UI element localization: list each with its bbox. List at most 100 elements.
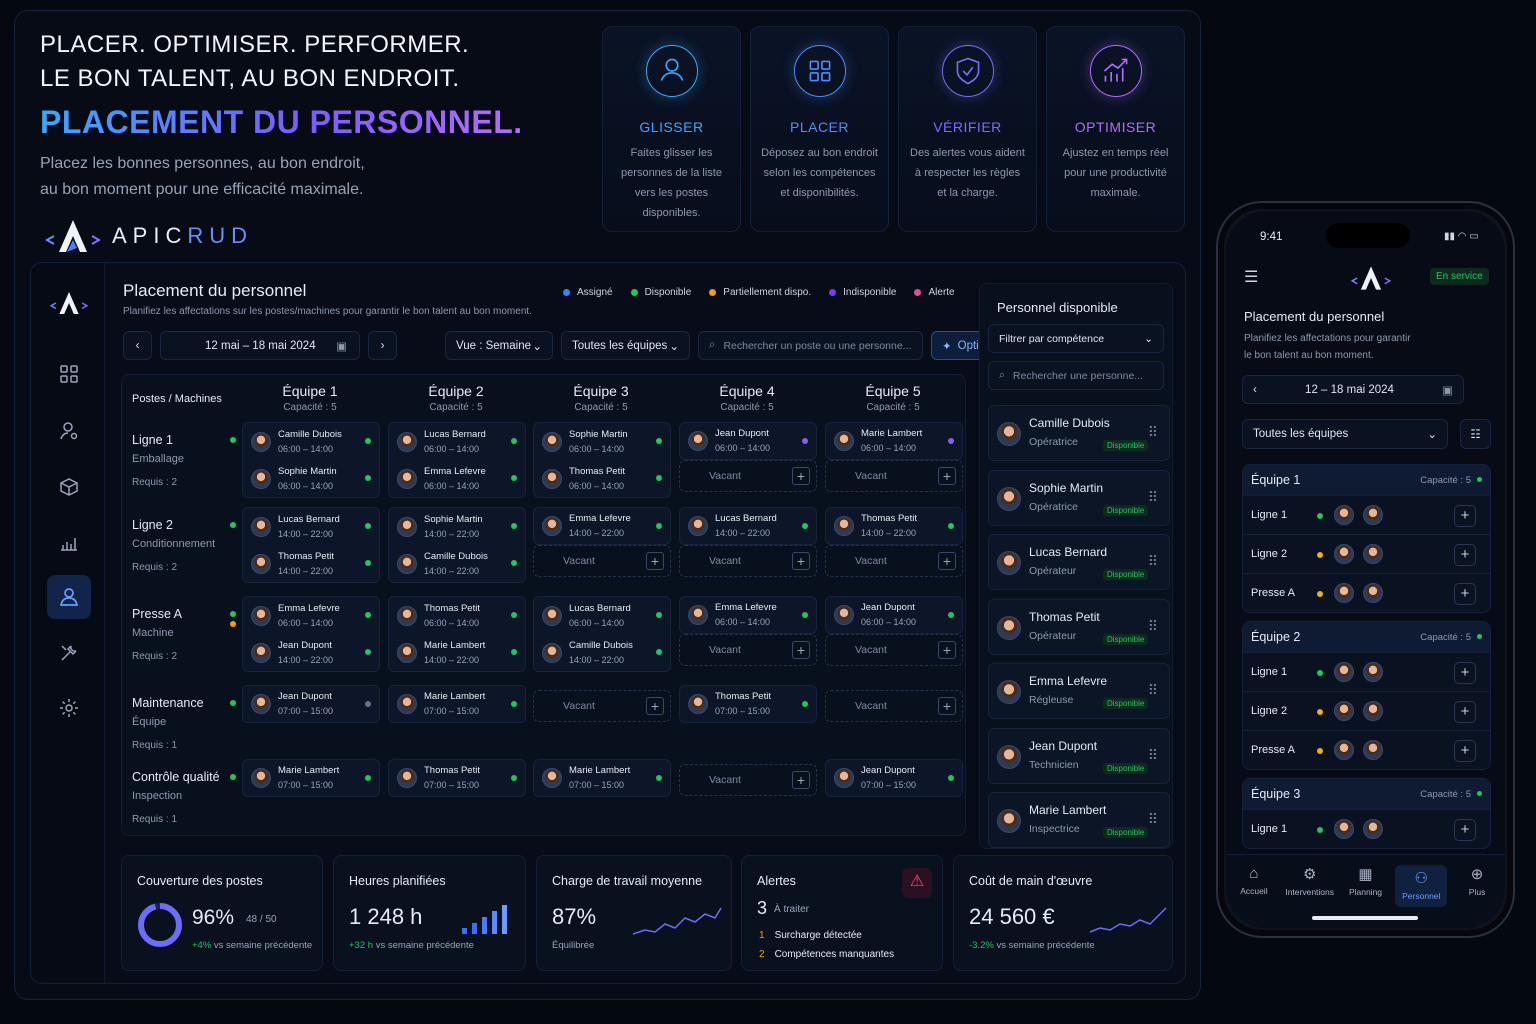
assignment-cell[interactable]: Thomas Petit 07:00 – 15:00: [679, 685, 817, 723]
assignment-cell[interactable]: Camille Dubois 06:00 – 14:00 Sophie Martin…: [242, 422, 380, 498]
assigned-person[interactable]: Jean Dupont 07:00 – 15:00: [826, 760, 962, 796]
assigned-person[interactable]: Emma Lefevre 14:00 – 22:00: [534, 508, 670, 544]
assignment-cell[interactable]: Marie Lambert 07:00 – 15:00: [242, 759, 380, 797]
assignment-cell[interactable]: Sophie Martin 14:00 – 22:00 Camille Dubois…: [388, 507, 526, 583]
add-person-button[interactable]: +: [792, 467, 810, 485]
assignment-cell[interactable]: Lucas Bernard 06:00 – 14:00 Camille Dubois…: [533, 596, 671, 672]
vacant-slot[interactable]: Vacant +: [679, 634, 817, 666]
assigned-person[interactable]: Sophie Martin 06:00 – 14:00: [243, 460, 379, 497]
box-icon[interactable]: [47, 465, 91, 509]
assigned-person[interactable]: Thomas Petit 14:00 – 22:00: [243, 545, 379, 582]
assigned-person[interactable]: Marie Lambert 07:00 – 15:00: [389, 686, 525, 722]
assignment-cell[interactable]: Sophie Martin 06:00 – 14:00 Thomas Petit 06…: [533, 422, 671, 498]
drag-handle-icon[interactable]: ⠿: [1147, 682, 1158, 698]
add-person-button[interactable]: +: [938, 641, 956, 659]
add-person-button[interactable]: +: [792, 641, 810, 659]
warning-icon[interactable]: ⚠: [902, 868, 932, 898]
vacant-slot[interactable]: Vacant +: [533, 690, 671, 722]
available-person-card[interactable]: Thomas Petit Opérateur Disponible ⠿: [988, 598, 1170, 655]
add-person-button[interactable]: +: [792, 771, 810, 789]
assignment-cell[interactable]: Marie Lambert 06:00 – 14:00: [825, 422, 963, 460]
assigned-person[interactable]: Thomas Petit 06:00 – 14:00: [534, 460, 670, 497]
available-person-card[interactable]: Marie Lambert Inspectrice Disponible ⠿: [988, 792, 1170, 848]
assigned-person[interactable]: Thomas Petit 07:00 – 15:00: [680, 686, 816, 722]
assignment-cell[interactable]: Jean Dupont 06:00 – 14:00: [679, 422, 817, 460]
drag-handle-icon[interactable]: ⠿: [1147, 488, 1158, 505]
alert-item[interactable]: 1 Surcharge détectée: [759, 926, 894, 945]
add-person-button[interactable]: +: [938, 697, 956, 715]
app-logo-icon[interactable]: [47, 281, 91, 325]
nav-tab-interventions[interactable]: ⚙ Interventions: [1284, 865, 1336, 928]
assignment-cell[interactable]: Jean Dupont 06:00 – 14:00: [825, 596, 963, 634]
vacant-slot[interactable]: Vacant +: [679, 545, 817, 577]
personnel-icon[interactable]: [47, 575, 91, 619]
assignment-cell[interactable]: Emma Lefevre 14:00 – 22:00: [533, 507, 671, 545]
add-person-button[interactable]: +: [792, 552, 810, 570]
vacant-slot[interactable]: Vacant +: [825, 545, 963, 577]
add-person-button[interactable]: +: [646, 697, 664, 715]
add-person-button[interactable]: +: [1454, 583, 1476, 605]
assignment-cell[interactable]: Emma Lefevre 06:00 – 14:00: [679, 596, 817, 634]
nav-tab-home[interactable]: ⌂ Accueil: [1228, 865, 1280, 928]
assigned-person[interactable]: Marie Lambert 06:00 – 14:00: [826, 423, 962, 459]
assignment-cell[interactable]: Jean Dupont 07:00 – 15:00: [242, 685, 380, 723]
vacant-slot[interactable]: Vacant +: [679, 460, 817, 492]
assignment-cell[interactable]: Thomas Petit 06:00 – 14:00 Marie Lambert 14…: [388, 596, 526, 672]
add-person-button[interactable]: +: [938, 467, 956, 485]
menu-icon[interactable]: ☰: [1244, 269, 1259, 286]
skill-filter-select[interactable]: Filtrer par compétence ⌄: [988, 324, 1164, 353]
prev-week-button[interactable]: ‹: [123, 331, 152, 360]
add-person-button[interactable]: +: [1454, 740, 1476, 762]
vacant-slot[interactable]: Vacant +: [825, 460, 963, 492]
assigned-person[interactable]: Marie Lambert 07:00 – 15:00: [243, 760, 379, 796]
assigned-person[interactable]: Jean Dupont 06:00 – 14:00: [826, 597, 962, 633]
assignment-cell[interactable]: Lucas Bernard 14:00 – 22:00 Thomas Petit 14…: [242, 507, 380, 583]
vacant-slot[interactable]: Vacant +: [825, 690, 963, 722]
assigned-person[interactable]: Camille Dubois 06:00 – 14:00: [243, 423, 379, 460]
nav-tab-personnel[interactable]: ⚇ Personnel: [1395, 865, 1448, 907]
assigned-person[interactable]: Thomas Petit 14:00 – 22:00: [826, 508, 962, 544]
assigned-person[interactable]: Lucas Bernard 06:00 – 14:00: [389, 423, 525, 460]
assignment-cell[interactable]: Thomas Petit 14:00 – 22:00: [825, 507, 963, 545]
search-input[interactable]: ⌕ Rechercher un poste ou une personne...: [698, 331, 923, 360]
next-week-button[interactable]: ›: [368, 331, 397, 360]
date-range-picker[interactable]: 12 mai – 18 mai 2024 ▣: [160, 331, 360, 360]
assignment-cell[interactable]: Marie Lambert 07:00 – 15:00: [533, 759, 671, 797]
assigned-person[interactable]: Jean Dupont 06:00 – 14:00: [680, 423, 816, 459]
chart-icon[interactable]: [47, 520, 91, 564]
available-person-card[interactable]: Sophie Martin Opératrice Disponible ⠿: [988, 469, 1170, 526]
assigned-person[interactable]: Emma Lefevre 06:00 – 14:00: [243, 597, 379, 634]
available-person-card[interactable]: Jean Dupont Technicien Disponible ⠿: [988, 727, 1170, 784]
filter-settings-button[interactable]: ☷: [1460, 419, 1491, 449]
assigned-person[interactable]: Marie Lambert 07:00 – 15:00: [534, 760, 670, 796]
assigned-person[interactable]: Lucas Bernard 14:00 – 22:00: [243, 508, 379, 545]
vacant-slot[interactable]: Vacant +: [679, 764, 817, 796]
mobile-team-header[interactable]: Équipe 3 Capacité : 5: [1243, 779, 1490, 809]
vacant-slot[interactable]: Vacant +: [533, 545, 671, 577]
alert-item[interactable]: 2 Compétences manquantes: [759, 945, 894, 964]
add-person-button[interactable]: +: [646, 552, 664, 570]
add-person-button[interactable]: +: [1454, 662, 1476, 684]
assignment-cell[interactable]: Lucas Bernard 06:00 – 14:00 Emma Lefevre 06…: [388, 422, 526, 498]
user-settings-icon[interactable]: [47, 409, 91, 453]
drag-handle-icon[interactable]: ⠿: [1147, 746, 1158, 763]
gear-icon[interactable]: [47, 686, 91, 730]
assigned-person[interactable]: Camille Dubois 14:00 – 22:00: [534, 634, 670, 671]
add-person-button[interactable]: +: [1454, 505, 1476, 527]
assignment-cell[interactable]: Marie Lambert 07:00 – 15:00: [388, 685, 526, 723]
assigned-person[interactable]: Camille Dubois 14:00 – 22:00: [389, 545, 525, 582]
add-person-button[interactable]: +: [1454, 544, 1476, 566]
assigned-person[interactable]: Lucas Bernard 14:00 – 22:00: [680, 508, 816, 544]
dashboard-icon[interactable]: [47, 352, 91, 396]
assigned-person[interactable]: Sophie Martin 14:00 – 22:00: [389, 508, 525, 545]
teams-select[interactable]: Toutes les équipes ⌄: [561, 331, 690, 360]
person-search-input[interactable]: ⌕ Rechercher une personne...: [988, 361, 1164, 390]
assigned-person[interactable]: Thomas Petit 06:00 – 14:00: [389, 597, 525, 634]
assigned-person[interactable]: Marie Lambert 14:00 – 22:00: [389, 634, 525, 671]
add-person-button[interactable]: +: [938, 552, 956, 570]
mobile-team-header[interactable]: Équipe 1 Capacité : 5: [1243, 465, 1490, 495]
tools-icon[interactable]: [47, 631, 91, 675]
assignment-cell[interactable]: Lucas Bernard 14:00 – 22:00: [679, 507, 817, 545]
drag-handle-icon[interactable]: ⠿: [1147, 424, 1158, 440]
add-person-button[interactable]: +: [1454, 701, 1476, 723]
